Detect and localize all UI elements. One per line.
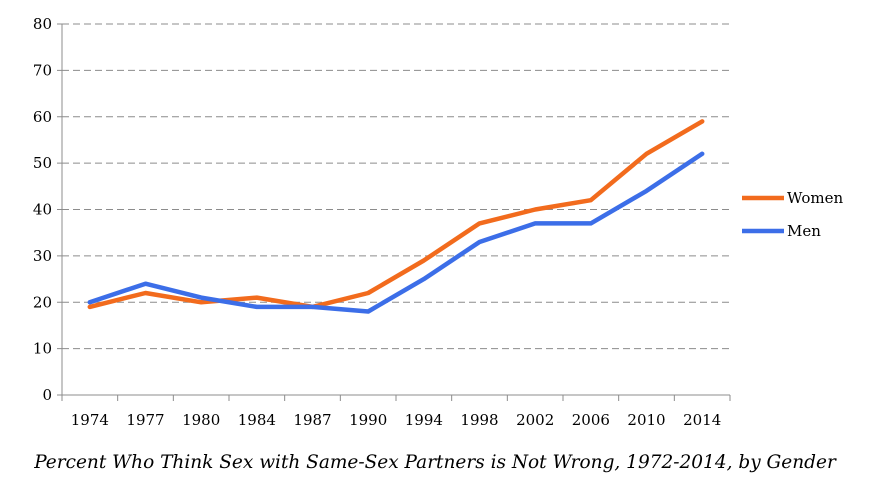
legend: Women Men: [742, 189, 844, 240]
x-tick-label: 2006: [572, 411, 610, 429]
y-tick-label: 70: [33, 61, 52, 79]
series-line-women: [87, 119, 705, 310]
x-tick-label: 2010: [627, 411, 665, 429]
x-tick-label: 1980: [182, 411, 220, 429]
x-tick-label: 1998: [460, 411, 498, 429]
legend-label-men: Men: [787, 222, 821, 240]
x-tick-label: 1990: [349, 411, 387, 429]
chart-title: Percent Who Think Sex with Same-Sex Part…: [34, 452, 836, 473]
x-tick-label: 2014: [683, 411, 721, 429]
y-tick-label: 30: [33, 247, 52, 265]
series-line-men: [87, 151, 705, 314]
y-tick-label: 40: [33, 201, 52, 219]
y-tick-label: 80: [33, 15, 52, 33]
x-tick-label: 1987: [293, 411, 331, 429]
y-tick-label: 20: [33, 293, 52, 311]
x-tick-label: 1974: [71, 411, 109, 429]
y-axis-ticks: 0 10 20 30 40 50 60 70 80: [33, 15, 62, 404]
y-tick-label: 50: [33, 154, 52, 172]
series-lines: [87, 119, 705, 314]
legend-label-women: Women: [787, 189, 844, 207]
x-tick-label: 2002: [516, 411, 554, 429]
y-tick-label: 10: [33, 340, 52, 358]
x-tick-label: 1994: [405, 411, 443, 429]
gridlines: [62, 23, 730, 350]
x-tick-label: 1977: [126, 411, 164, 429]
y-tick-label: 60: [33, 108, 52, 126]
x-axis-ticks: 1974 1977 1980 1984 1987 1990 1994 1998 2002 2006…: [61, 395, 731, 429]
y-tick-label: 0: [42, 386, 52, 404]
x-tick-label: 1984: [238, 411, 276, 429]
